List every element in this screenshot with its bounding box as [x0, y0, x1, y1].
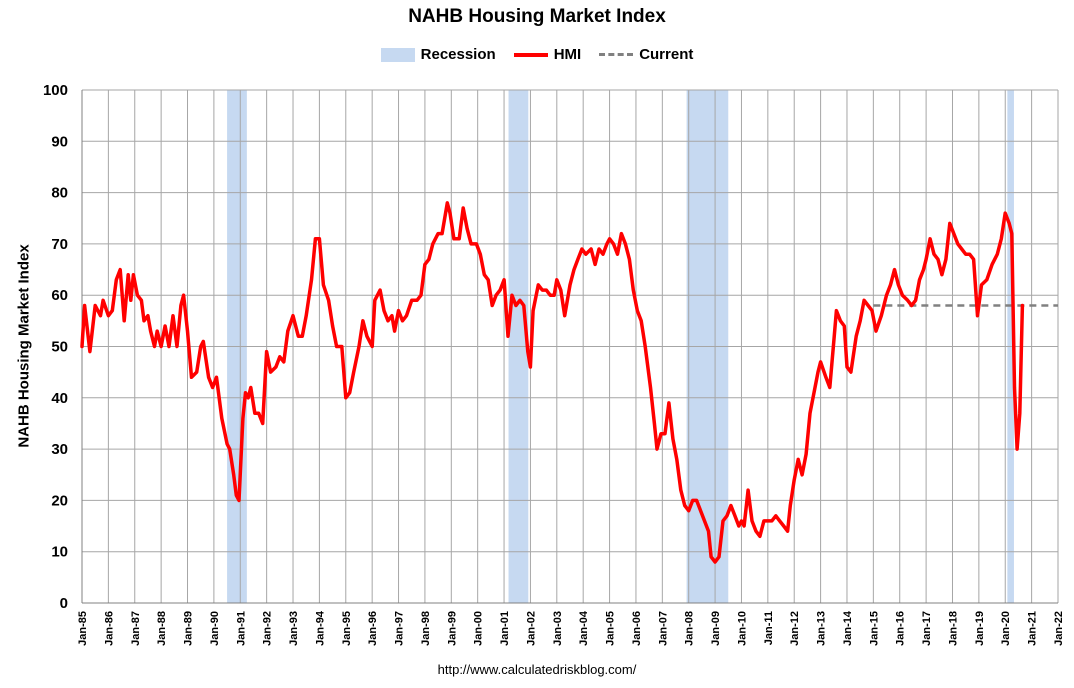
y-tick-label: 0 [60, 595, 68, 612]
x-tick-label: Jan-22 [1053, 611, 1065, 646]
x-tick-label: Jan-04 [578, 610, 590, 646]
y-tick-label: 100 [43, 82, 68, 99]
series-line-hmi [80, 201, 1025, 564]
legend-item-recession: Recession [380, 46, 496, 63]
x-tick-label: Jan-08 [684, 611, 696, 646]
x-tick-label: Jan-03 [552, 611, 564, 646]
x-tick-label: Jan-99 [446, 611, 458, 646]
x-tick-label: Jan-14 [842, 610, 854, 646]
x-tick-label: Jan-97 [394, 611, 406, 646]
x-tick-label: Jan-19 [974, 611, 986, 646]
x-tick-label: Jan-02 [525, 611, 537, 646]
x-tick-label: Jan-88 [156, 611, 168, 646]
legend: Recession HMI Current [0, 46, 1074, 63]
x-tick-label: Jan-01 [499, 611, 511, 646]
x-tick-label: Jan-11 [763, 611, 775, 645]
y-tick-label: 20 [51, 492, 68, 509]
y-tick-label: 40 [51, 390, 68, 407]
x-tick-label: Jan-91 [235, 611, 247, 646]
x-tick-label: Jan-00 [473, 611, 485, 646]
x-tick-label: Jan-86 [103, 611, 115, 646]
legend-label-current: Current [639, 46, 694, 63]
y-tick-label: 70 [51, 236, 68, 253]
y-tick-label: 90 [51, 133, 68, 150]
x-tick-label: Jan-90 [209, 611, 221, 646]
chart-title: NAHB Housing Market Index [408, 6, 666, 27]
x-tick-label: Jan-16 [895, 611, 907, 646]
y-tick-label: 60 [51, 287, 68, 304]
x-tick-label: Jan-13 [816, 611, 828, 646]
x-tick-label: Jan-85 [77, 611, 89, 646]
x-tick-label: Jan-09 [710, 611, 722, 646]
x-tick-label: Jan-07 [657, 611, 669, 646]
x-tick-label: Jan-06 [631, 611, 643, 646]
legend-label-hmi: HMI [553, 46, 582, 63]
legend-swatch-current [599, 53, 634, 56]
legend-item-current: Current [599, 46, 693, 63]
x-tick-label: Jan-87 [130, 611, 142, 646]
x-tick-label: Jan-92 [262, 611, 274, 646]
y-tick-label: 80 [51, 185, 68, 202]
x-tick-label: Jan-93 [288, 611, 300, 646]
y-tick-label: 30 [51, 441, 68, 458]
x-tick-label: Jan-12 [789, 611, 801, 646]
x-tick-label: Jan-17 [921, 611, 933, 646]
x-tick-label: Jan-18 [947, 611, 959, 646]
legend-swatch-recession [380, 47, 415, 62]
x-tick-label: Jan-96 [367, 611, 379, 646]
x-tick-label: Jan-10 [736, 611, 748, 646]
x-tick-label: Jan-05 [605, 611, 617, 646]
x-tick-label: Jan-20 [1000, 611, 1012, 646]
source-url: http://www.calculatedriskblog.com/ [437, 662, 637, 677]
y-tick-label: 50 [51, 339, 68, 356]
legend-swatch-hmi [513, 52, 548, 57]
x-tick-label: Jan-15 [868, 611, 880, 646]
x-tick-label: Jan-95 [341, 611, 353, 646]
x-tick-label: Jan-21 [1027, 611, 1039, 646]
x-tick-label: Jan-98 [420, 611, 432, 646]
y-tick-label: 10 [51, 544, 68, 561]
legend-label-recession: Recession [420, 46, 496, 63]
legend-item-hmi: HMI [513, 46, 582, 63]
x-tick-label: Jan-94 [314, 610, 326, 646]
x-tick-label: Jan-89 [183, 611, 195, 646]
